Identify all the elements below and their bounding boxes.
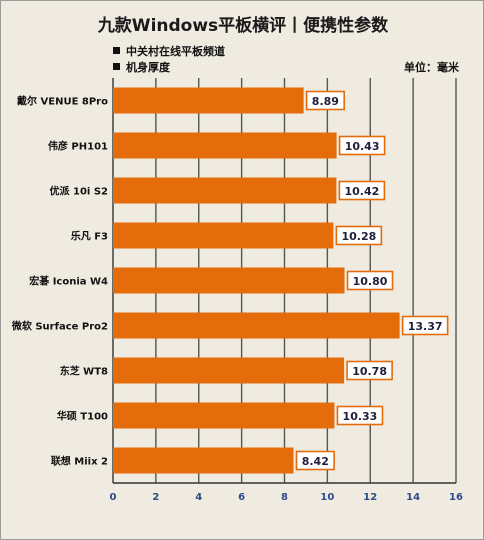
x-tick-label: 14	[406, 492, 420, 503]
bar	[113, 177, 337, 204]
x-tick-label: 0	[110, 492, 117, 503]
category-label: 戴尔 VENUE 8Pro	[17, 95, 108, 108]
bar	[113, 132, 337, 159]
data-label-box	[335, 225, 383, 246]
data-label-box	[305, 90, 345, 111]
data-label-box	[295, 450, 335, 471]
data-label: 10.80	[353, 275, 388, 288]
bar	[113, 267, 345, 294]
x-tick-label: 16	[449, 492, 463, 503]
x-tick-label: 6	[238, 492, 245, 503]
x-tick-label: 12	[363, 492, 377, 503]
data-label-box	[346, 360, 393, 381]
data-label: 10.28	[341, 230, 376, 243]
category-label: 伟彦 PH101	[48, 140, 108, 153]
category-label: 联想 Miix 2	[51, 455, 108, 468]
data-label: 10.42	[344, 185, 379, 198]
source-line: 中关村在线平板频道	[113, 43, 225, 59]
x-tick-label: 10	[320, 492, 334, 503]
data-label: 8.89	[312, 95, 339, 108]
category-label: 乐凡 F3	[71, 230, 108, 243]
category-label: 优派 10i S2	[50, 185, 109, 198]
data-label-box	[338, 180, 386, 201]
data-label-box	[338, 135, 386, 156]
category-label: 宏碁 Iconia W4	[29, 275, 108, 288]
data-label: 8.42	[302, 455, 329, 468]
chart-title: 九款Windows平板横评丨便携性参数	[97, 16, 389, 36]
unit-label: 单位：毫米	[404, 61, 459, 74]
x-tick-label: 2	[152, 492, 159, 503]
bar	[113, 222, 334, 249]
series-line: 机身厚度	[113, 59, 170, 75]
data-label-box	[336, 405, 384, 426]
data-label-box	[346, 270, 394, 291]
data-label: 10.78	[352, 365, 387, 378]
bar	[113, 312, 400, 339]
bar	[113, 87, 304, 114]
source-bullet-icon	[113, 47, 120, 54]
x-tick-label: 4	[195, 492, 202, 503]
series-bullet-icon	[113, 63, 120, 70]
x-tick-label: 8	[281, 492, 288, 503]
data-label: 13.37	[408, 320, 443, 333]
data-label: 10.43	[345, 140, 380, 153]
bar	[113, 357, 345, 384]
bar	[113, 447, 294, 474]
source-text: 中关村在线平板频道	[126, 45, 225, 58]
category-label: 东芝 WT8	[60, 365, 108, 378]
data-label: 10.33	[343, 410, 378, 423]
series-label: 机身厚度	[126, 61, 170, 74]
data-label-box	[401, 315, 449, 336]
category-label: 微软 Surface Pro2	[11, 320, 108, 333]
bar	[113, 402, 335, 429]
category-label: 华硕 T100	[57, 410, 108, 423]
